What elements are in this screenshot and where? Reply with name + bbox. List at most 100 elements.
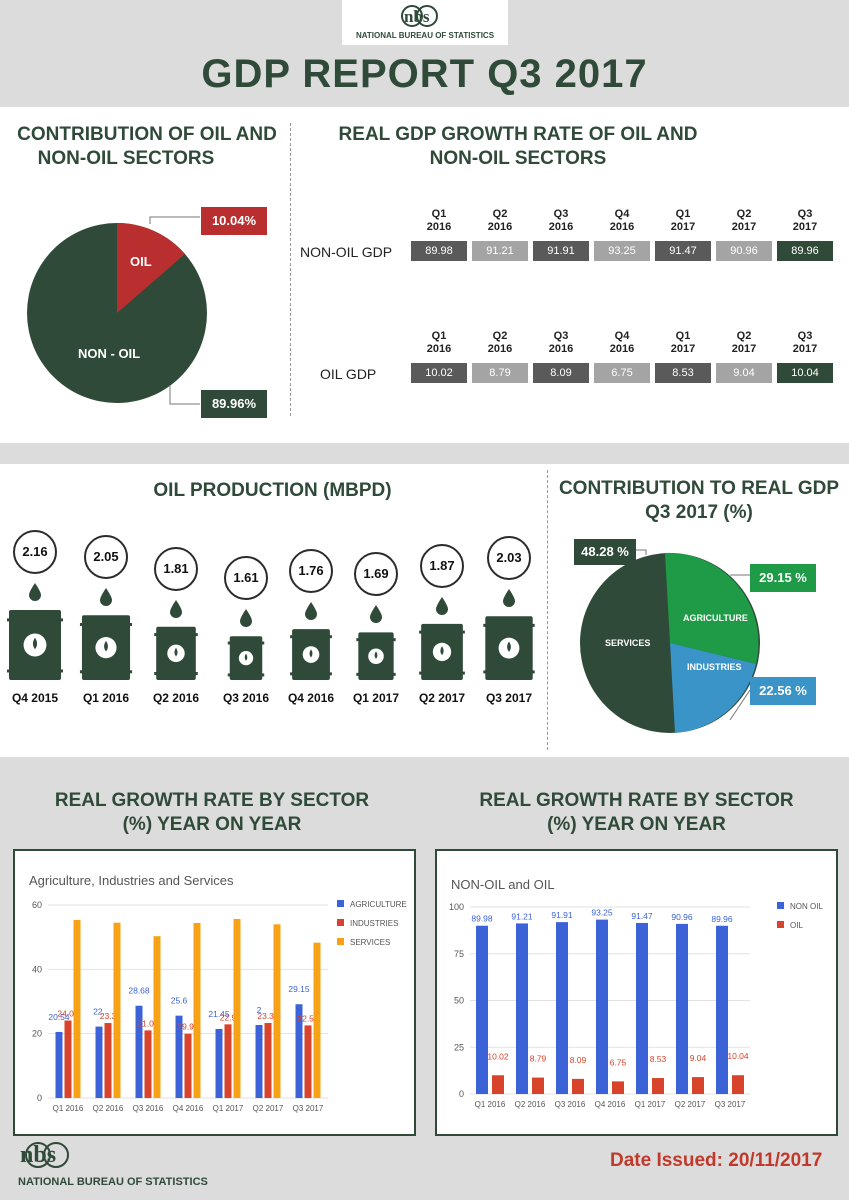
data-label: 91.47 bbox=[631, 911, 653, 921]
growth-table-title-2: NON-OIL SECTORS bbox=[429, 148, 607, 169]
bar-oil bbox=[732, 1075, 744, 1094]
agriculture-slice-label: AGRICULTURE bbox=[683, 613, 748, 623]
footer-logo-text: nbs bbox=[20, 1142, 57, 1168]
barrel-rim bbox=[7, 618, 63, 622]
oil-barrel-icon bbox=[227, 636, 265, 680]
data-label: 8.79 bbox=[530, 1054, 547, 1064]
oil-production-period: Q1 2016 bbox=[82, 691, 130, 705]
oil-drop-shape bbox=[170, 599, 182, 618]
nonoil-gdp-label: NON-OIL GDP bbox=[300, 244, 393, 260]
y-tick-label: 75 bbox=[454, 949, 464, 959]
oil-production-value: 2.16 bbox=[13, 530, 57, 574]
y-tick-label: 60 bbox=[32, 900, 42, 910]
x-tick-label: Q3 2016 bbox=[555, 1100, 586, 1109]
barrel-rim bbox=[79, 670, 133, 674]
bar-services bbox=[273, 924, 281, 1098]
oil-value-cell: 6.75 bbox=[594, 363, 650, 383]
sector-right-title-2: (%) YEAR ON YEAR bbox=[547, 814, 726, 835]
x-tick-label: Q2 2016 bbox=[515, 1100, 546, 1109]
oil-production-value: 1.87 bbox=[420, 543, 464, 588]
bar-agriculture bbox=[55, 1031, 63, 1098]
oil-barrel-icon bbox=[290, 629, 332, 680]
bar-agriculture bbox=[175, 1015, 183, 1098]
oil-value-cell: 10.02 bbox=[411, 363, 467, 383]
data-label: 22.9 bbox=[220, 1012, 237, 1022]
oil-production-period: Q4 2015 bbox=[11, 691, 59, 705]
legend-swatch bbox=[337, 919, 344, 926]
agriculture-slice bbox=[665, 552, 759, 664]
data-label: 24.09 bbox=[57, 1009, 79, 1019]
footer-logo-caption: NATIONAL BUREAU OF STATISTICS bbox=[18, 1176, 208, 1188]
industries-leader-line bbox=[729, 689, 751, 721]
bar-services bbox=[313, 942, 321, 1098]
bar-services bbox=[73, 919, 81, 1098]
legend-label: AGRICULTURE bbox=[350, 900, 407, 909]
agriculture-value-box: 29.15 % bbox=[750, 564, 816, 592]
header-logo: nbs NATIONAL BUREAU OF STATISTICS bbox=[342, 0, 508, 45]
industries-slice bbox=[670, 643, 756, 733]
x-tick-label: Q4 2016 bbox=[595, 1100, 626, 1109]
bar-oil bbox=[572, 1078, 584, 1094]
bar-industries bbox=[264, 1023, 272, 1098]
sector-right-title-1: REAL GROWTH RATE BY SECTOR bbox=[479, 790, 794, 811]
page-title: GDP REPORT Q3 2017 bbox=[201, 52, 648, 96]
oil-value-cell: 8.09 bbox=[533, 363, 589, 383]
oil-production-value: 2.03 bbox=[487, 536, 531, 581]
industries-value-box: 22.56 % bbox=[750, 677, 816, 705]
bar-non-oil bbox=[476, 925, 488, 1094]
data-label: 23.3 bbox=[100, 1011, 117, 1021]
nonoil-slice-label: NON - OIL bbox=[78, 346, 141, 361]
oil-barrel-icon bbox=[7, 610, 63, 680]
barrel-rim bbox=[356, 672, 396, 676]
oil-slice bbox=[117, 223, 185, 313]
barrel-rim bbox=[483, 623, 535, 627]
data-label: 6.75 bbox=[610, 1057, 627, 1067]
bar-industries bbox=[304, 1025, 312, 1098]
legend-label: NON OIL bbox=[790, 902, 823, 911]
data-label: 21.02 bbox=[137, 1018, 159, 1028]
legend-label: SERVICES bbox=[350, 938, 390, 947]
oil-drop-icon bbox=[100, 588, 112, 607]
bar-agriculture bbox=[295, 1004, 303, 1098]
oil-gdp-label: OIL GDP bbox=[320, 366, 377, 382]
y-tick-label: 50 bbox=[454, 996, 464, 1006]
oil-quarter-header: Q2 2017 bbox=[731, 330, 757, 355]
bar-non-oil bbox=[716, 925, 728, 1094]
services-slice-label: SERVICES bbox=[605, 638, 651, 648]
barrel-rim bbox=[419, 671, 465, 675]
oil-production-period: Q4 2016 bbox=[287, 691, 335, 705]
contribution-pie bbox=[580, 549, 760, 733]
oil-production-period: Q2 2016 bbox=[152, 691, 200, 705]
bar-services bbox=[153, 936, 161, 1098]
barrel-drop bbox=[104, 640, 108, 652]
section-separator-1 bbox=[0, 443, 849, 464]
data-label: 21.45 bbox=[208, 1009, 230, 1019]
barrel-rim bbox=[290, 672, 332, 676]
nonoil-value-box: 89.96% bbox=[201, 390, 267, 418]
y-tick-label: 0 bbox=[37, 1093, 42, 1103]
contribution-title-2: Q3 2017 (%) bbox=[645, 502, 753, 523]
barrel-drop bbox=[309, 649, 313, 658]
y-tick-label: 40 bbox=[32, 964, 42, 974]
nonoil-value-cell: 91.21 bbox=[472, 241, 528, 261]
data-label: 10.04 bbox=[727, 1051, 749, 1061]
nonoil-value-cell: 91.47 bbox=[655, 241, 711, 261]
x-tick-label: Q3 2017 bbox=[293, 1104, 324, 1113]
nonoil-quarter-header: Q1 2017 bbox=[670, 208, 696, 233]
sector-chart-title: Agriculture, Industries and Services bbox=[29, 873, 234, 888]
section1-divider bbox=[290, 123, 291, 416]
barrel-drop bbox=[174, 647, 178, 657]
nonoil-quarter-header: Q3 2017 bbox=[792, 208, 818, 233]
bar-agriculture bbox=[255, 1024, 263, 1098]
bar-oil bbox=[612, 1081, 624, 1094]
bar-oil bbox=[492, 1075, 504, 1094]
oil-production-value: 1.69 bbox=[354, 552, 398, 597]
bar-industries bbox=[144, 1030, 152, 1098]
oil-value-cell: 9.04 bbox=[716, 363, 772, 383]
oil-production-value: 1.61 bbox=[224, 556, 268, 601]
y-tick-label: 25 bbox=[454, 1042, 464, 1052]
x-tick-label: Q2 2016 bbox=[93, 1104, 124, 1113]
y-tick-label: 20 bbox=[32, 1029, 42, 1039]
legend-swatch bbox=[777, 921, 784, 928]
